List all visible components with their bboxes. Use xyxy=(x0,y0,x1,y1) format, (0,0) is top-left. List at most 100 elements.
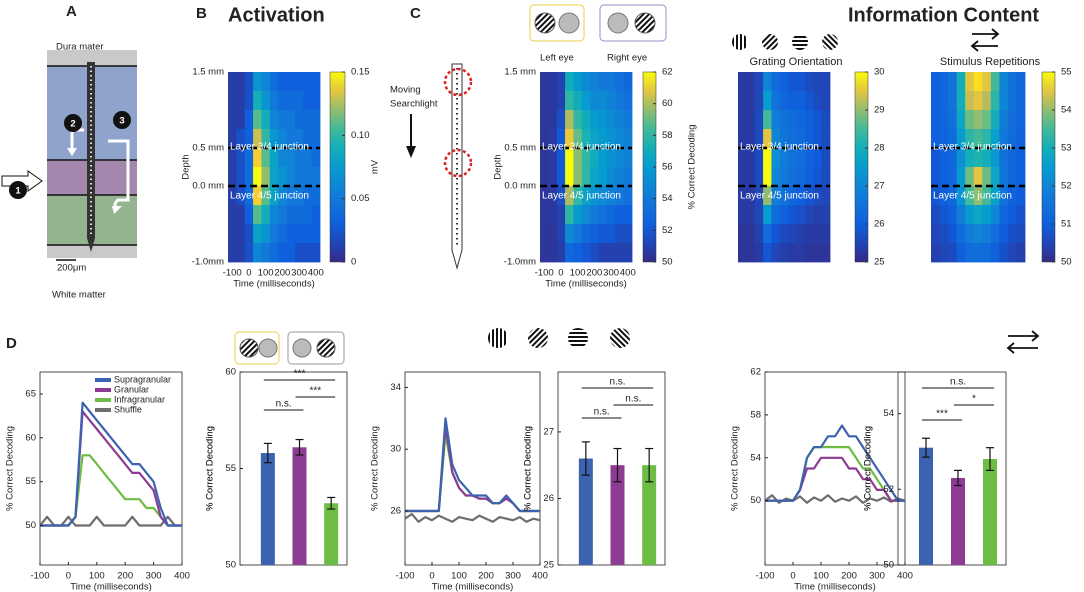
heat-cell xyxy=(286,243,296,263)
heat-cell xyxy=(939,205,949,225)
heat-cell xyxy=(565,167,574,187)
heat-cell xyxy=(796,148,806,168)
heat-cell xyxy=(965,148,975,168)
heat-cell xyxy=(556,129,566,149)
y-tick-label: 0.5 mm xyxy=(504,143,536,154)
x-tick-label: -100 xyxy=(223,268,242,279)
heat-cell xyxy=(763,129,772,149)
heat-cell xyxy=(973,91,983,111)
heat-cell xyxy=(746,110,756,130)
heat-cell xyxy=(278,186,287,206)
heat-cell xyxy=(771,110,781,130)
heat-cell xyxy=(303,167,313,187)
heat-cell xyxy=(948,148,958,168)
heat-cell xyxy=(738,110,747,130)
heat-cell xyxy=(269,205,279,225)
heat-cell xyxy=(982,186,992,206)
bar xyxy=(324,503,339,565)
heat-cell xyxy=(746,224,756,244)
heat-cell xyxy=(269,167,279,187)
heat-cell xyxy=(779,110,789,130)
colorbar-tick-label: 50 xyxy=(662,257,673,268)
heat-cell xyxy=(303,129,313,149)
heat-cell xyxy=(754,129,764,149)
heat-cell xyxy=(615,91,625,111)
heat-cell xyxy=(982,72,992,92)
heat-cell xyxy=(956,91,966,111)
heat-cell xyxy=(286,205,296,225)
heat-cell xyxy=(763,72,772,92)
heat-cell xyxy=(738,72,747,92)
x-tick-label: -100 xyxy=(30,571,49,582)
heat-cell xyxy=(269,148,279,168)
heat-cell xyxy=(286,224,296,244)
heat-cell xyxy=(278,72,287,92)
heat-cell xyxy=(286,148,296,168)
heat-cell xyxy=(615,205,625,225)
heat-cell xyxy=(990,91,1000,111)
heat-cell xyxy=(948,186,958,206)
heat-cell xyxy=(236,224,246,244)
heat-cell xyxy=(244,205,254,225)
heat-cell xyxy=(1007,110,1017,130)
y-axis-label: Depth xyxy=(493,154,504,179)
heat-cell xyxy=(548,167,558,187)
heat-cell xyxy=(294,110,304,130)
heat-cell xyxy=(931,224,940,244)
significance-label: *** xyxy=(309,386,321,397)
heat-cell xyxy=(311,110,321,130)
searchlight xyxy=(443,148,473,178)
heat-cell xyxy=(548,186,558,206)
heat-cell xyxy=(573,167,583,187)
blank-icon xyxy=(607,12,629,34)
heat-cell xyxy=(565,205,574,225)
heat-cell xyxy=(982,110,992,130)
heat-cell xyxy=(556,110,566,130)
heat-cell xyxy=(956,148,966,168)
heatmap xyxy=(738,72,831,263)
arrow-head xyxy=(67,148,77,156)
heat-cell xyxy=(556,72,566,92)
heat-cell xyxy=(738,205,747,225)
colorbar-tick-label: 27 xyxy=(874,181,885,192)
heat-cell xyxy=(973,110,983,130)
y-tick-label: 0.0 mm xyxy=(192,181,224,192)
heat-cell xyxy=(973,224,983,244)
heat-cell xyxy=(1007,243,1017,263)
heat-cell xyxy=(796,205,806,225)
heat-cell xyxy=(738,129,747,149)
heat-cell xyxy=(796,167,806,187)
colorbar-tick-label: 54 xyxy=(1061,105,1072,116)
heat-cell xyxy=(623,91,633,111)
heat-cell xyxy=(939,110,949,130)
heat-cell xyxy=(590,205,599,225)
heat-cell xyxy=(982,224,992,244)
heat-cell xyxy=(990,110,1000,130)
heat-cell xyxy=(278,91,287,111)
heat-cell xyxy=(303,243,313,263)
heat-cell xyxy=(779,205,789,225)
heat-cell xyxy=(548,91,558,111)
heat-cell xyxy=(261,205,271,225)
junction-label: Layer 3/4 junction xyxy=(740,142,819,153)
colorbar-tick-label: 51 xyxy=(1061,219,1072,230)
heat-cell xyxy=(771,186,781,206)
eye-icons: Left eye Right eye xyxy=(234,4,667,365)
probe-label: Searchlight xyxy=(390,99,438,110)
heat-cell xyxy=(606,72,616,92)
heat-cell xyxy=(590,224,599,244)
heat-cell xyxy=(738,91,747,111)
heat-cell xyxy=(236,129,246,149)
y-tick-label: 26 xyxy=(543,493,554,504)
heat-cell xyxy=(590,72,599,92)
heat-cell xyxy=(939,186,949,206)
heat-cell xyxy=(311,243,321,263)
heat-cell xyxy=(606,224,616,244)
y-tick-label: -1.0mm xyxy=(504,257,536,268)
heat-cell xyxy=(939,243,949,263)
heat-cell xyxy=(771,129,781,149)
grating-icon xyxy=(316,338,336,358)
header: Information Content xyxy=(848,4,1039,26)
y-axis-label: % Correct Decoding xyxy=(730,426,741,511)
heat-cell xyxy=(269,243,279,263)
